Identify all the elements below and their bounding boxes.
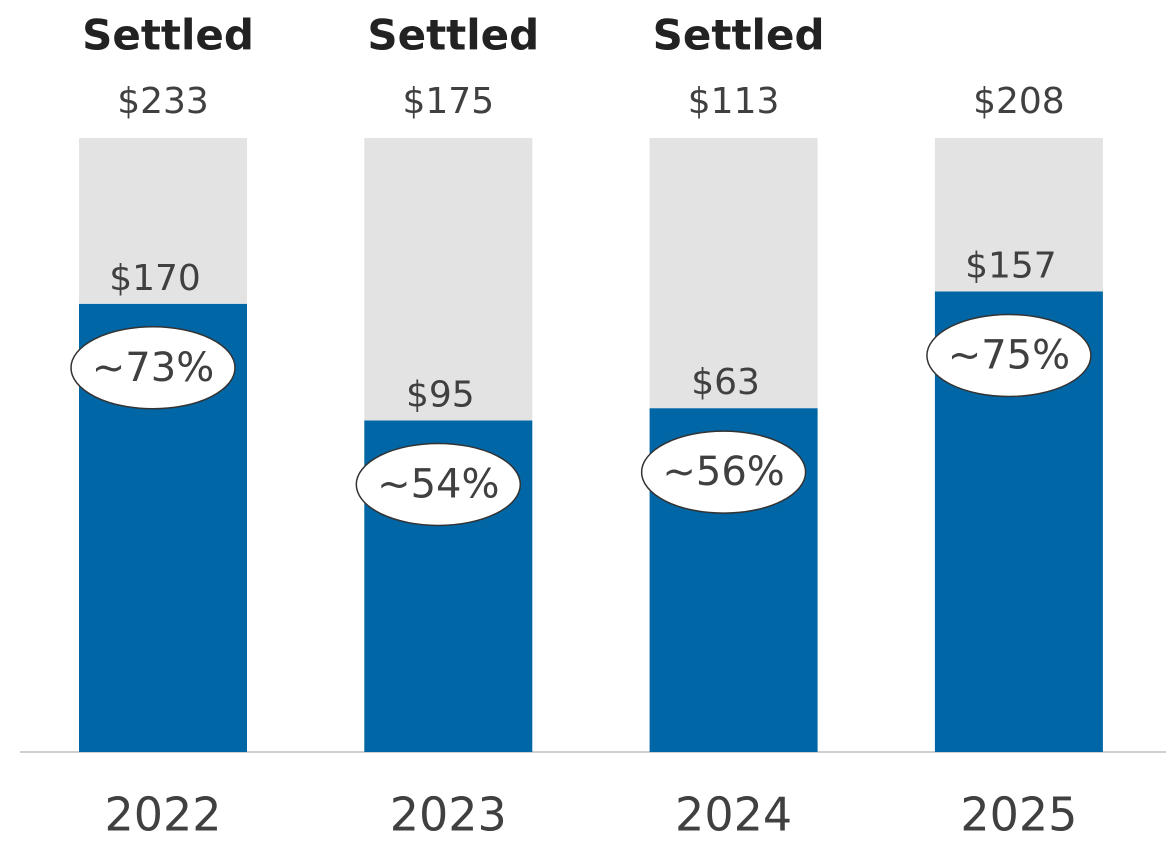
total-label: $208 bbox=[973, 81, 1065, 122]
x-tick-label: 2022 bbox=[104, 788, 221, 842]
percent-bubble bbox=[640, 430, 807, 514]
percent-bubble bbox=[70, 326, 236, 410]
x-tick-label: 2023 bbox=[390, 788, 507, 842]
percent-label: ~75% bbox=[948, 333, 1070, 379]
total-label: $233 bbox=[117, 81, 209, 122]
header-label: Settled bbox=[82, 11, 254, 60]
x-tick-label: 2024 bbox=[675, 788, 792, 842]
segment-label: $170 bbox=[109, 258, 201, 299]
total-label: $113 bbox=[688, 81, 780, 122]
percent-bubble bbox=[926, 313, 1092, 398]
bar-segment bbox=[79, 138, 247, 304]
x-tick-label: 2025 bbox=[960, 788, 1077, 842]
percent-label: ~54% bbox=[377, 461, 499, 507]
total-label: $175 bbox=[402, 81, 494, 122]
header-label: Settled bbox=[367, 11, 539, 60]
segment-label: $63 bbox=[691, 362, 760, 403]
percent-bubble bbox=[355, 442, 522, 527]
segment-label: $95 bbox=[406, 374, 475, 415]
percent-label: ~73% bbox=[92, 345, 214, 391]
header-label: Settled bbox=[653, 11, 825, 60]
segment-label: $157 bbox=[965, 246, 1057, 287]
bar-segment bbox=[364, 138, 533, 421]
bar-segment bbox=[934, 138, 1103, 292]
bar-segment bbox=[649, 138, 818, 409]
percent-label: ~56% bbox=[662, 449, 784, 495]
